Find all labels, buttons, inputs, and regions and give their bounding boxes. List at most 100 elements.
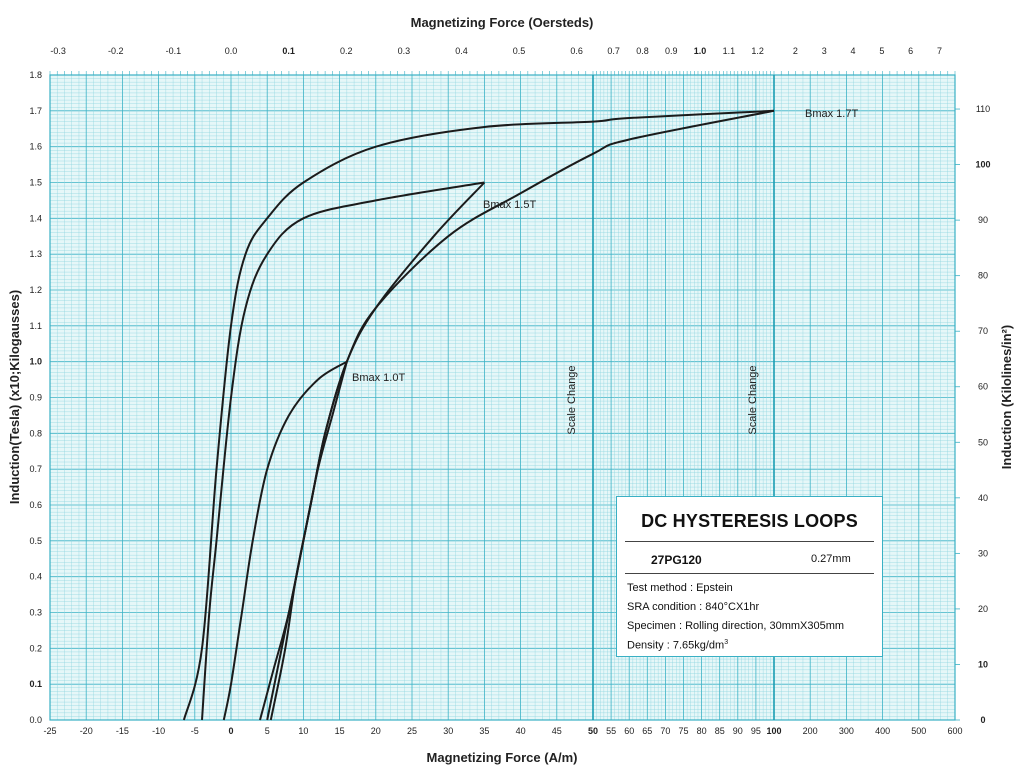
x-tick-label: 85 xyxy=(715,726,725,736)
info-sra-condition: SRA condition : 840°CX1hr xyxy=(627,601,760,613)
x-tick-label: 200 xyxy=(803,726,818,736)
curve-2-upper xyxy=(201,181,485,721)
x-tick-label: 80 xyxy=(697,726,707,736)
x-tick-label: 400 xyxy=(875,726,890,736)
x-top-tick-label: 0.9 xyxy=(665,46,678,56)
y-right-tick-label: 100 xyxy=(975,160,990,170)
y-tick-label: 0.2 xyxy=(29,643,42,653)
x-tick-label: -20 xyxy=(80,726,93,736)
y-axis-title-right: Induction (Kilolines/in²) xyxy=(999,325,1014,469)
x-axis-title: Magnetizing Force (A/m) xyxy=(427,750,578,765)
x-tick-label: 100 xyxy=(766,726,781,736)
x-tick-label: 300 xyxy=(839,726,854,736)
x-tick-label: 70 xyxy=(660,726,670,736)
series-label-3: Bmax 1.0T xyxy=(352,372,405,384)
y-tick-label: 0.4 xyxy=(29,572,42,582)
x-tick-label: 90 xyxy=(733,726,743,736)
y-tick-label: 1.1 xyxy=(29,321,42,331)
info-thickness: 0.27mm xyxy=(811,553,851,565)
y-tick-label: 0.9 xyxy=(29,393,42,403)
x-tick-label: 40 xyxy=(516,726,526,736)
x-tick-label: 600 xyxy=(947,726,962,736)
x-top-tick-label: 7 xyxy=(937,46,942,56)
x-tick-label: 75 xyxy=(678,726,688,736)
y-tick-label: 0.0 xyxy=(29,715,42,725)
annotations: Bmax 1.7T Bmax 1.5T Bmax 1.0T Scale Change S… xyxy=(352,108,858,435)
info-density-text: Density : 7.65kg/dm xyxy=(627,639,725,652)
x-tick-label: -5 xyxy=(191,726,199,736)
x-tick-label: 10 xyxy=(298,726,308,736)
x-top-tick-label: 3 xyxy=(822,46,827,56)
x-top-tick-label: 0.3 xyxy=(398,46,411,56)
x-top-tick-label: 0.1 xyxy=(282,46,295,56)
y-tick-label: 0.5 xyxy=(29,536,42,546)
y-tick-label: 0.7 xyxy=(29,464,42,474)
y-axis-title-left: Induction(Tesla) (x10;Kilogausses) xyxy=(7,290,22,504)
info-test-method: Test method : Epstein xyxy=(627,582,733,594)
x-top-tick-label: -0.3 xyxy=(50,46,66,56)
y-tick-label: 1.2 xyxy=(29,285,42,295)
y-tick-label: 0.6 xyxy=(29,500,42,510)
x-tick-label: 0 xyxy=(228,726,233,736)
curve-1-upper xyxy=(182,109,775,721)
plot-frame xyxy=(49,74,956,721)
y-right-tick-label: 10 xyxy=(978,659,988,669)
x-tick-label: 500 xyxy=(911,726,926,736)
y-tick-label: 0.1 xyxy=(29,679,42,689)
series-label-1: Bmax 1.7T xyxy=(805,108,858,120)
x-top-tick-label: 0.8 xyxy=(636,46,649,56)
x-top-tick-label: 2 xyxy=(793,46,798,56)
x-tick-label: 25 xyxy=(407,726,417,736)
x-top-tick-label: 0.0 xyxy=(225,46,238,56)
scale-change-label: Scale Change xyxy=(566,365,578,434)
y-right-tick-label: 0 xyxy=(980,715,985,725)
x-top-tick-label: 6 xyxy=(908,46,913,56)
y-tick-label: 1.0 xyxy=(29,357,42,367)
y-right-tick-label: 90 xyxy=(978,215,988,225)
y-tick-label: 1.7 xyxy=(29,106,42,116)
info-grade: 27PG120 xyxy=(651,553,702,567)
y-tick-label: 1.5 xyxy=(29,178,42,188)
x-tick-label: 95 xyxy=(751,726,761,736)
x-tick-label: 35 xyxy=(479,726,489,736)
y-right-tick-label: 40 xyxy=(978,493,988,503)
info-box: DC HYSTERESIS LOOPS 27PG120 0.27mm Test … xyxy=(616,496,883,657)
x-tick-label: -15 xyxy=(116,726,129,736)
y-right-tick-label: 70 xyxy=(978,326,988,336)
x-tick-label: 15 xyxy=(335,726,345,736)
x-tick-label: 55 xyxy=(606,726,616,736)
y-tick-label: 1.3 xyxy=(29,249,42,259)
y-right-tick-label: 60 xyxy=(978,382,988,392)
x-top-tick-label: -0.1 xyxy=(166,46,182,56)
x-top-tick-label: 4 xyxy=(851,46,856,56)
y-tick-label: 1.8 xyxy=(29,70,42,80)
x-tick-label: -10 xyxy=(152,726,165,736)
info-title: DC HYSTERESIS LOOPS xyxy=(641,511,858,531)
y-right-tick-label: 110 xyxy=(976,104,990,114)
x-tick-label: -25 xyxy=(43,726,56,736)
x-top-tick-label: -0.2 xyxy=(108,46,124,56)
x-tick-label: 60 xyxy=(624,726,634,736)
info-density: Density : 7.65kg/dm3 xyxy=(627,639,728,652)
x-tick-label: 5 xyxy=(265,726,270,736)
chart-title: Magnetizing Force (Oersteds) xyxy=(411,15,594,30)
y-tick-label: 0.3 xyxy=(29,608,42,618)
x-tick-label: 65 xyxy=(642,726,652,736)
x-tick-label: 50 xyxy=(588,726,598,736)
y-tick-label: 1.6 xyxy=(29,142,42,152)
x-top-tick-label: 1.2 xyxy=(751,46,764,56)
x-top-tick-label: 0.5 xyxy=(513,46,526,56)
x-top-tick-label: 1.1 xyxy=(723,46,736,56)
tick-labels: -25 -20 -15 -10 -5 0 5 10 15 20 25 30 35 40 45 50 55 60 65… xyxy=(29,46,990,736)
x-top-tick-label: 1.0 xyxy=(694,46,707,56)
y-right-tick-label: 80 xyxy=(978,271,988,281)
y-tick-label: 0.8 xyxy=(29,428,42,438)
info-rule-top xyxy=(625,541,874,542)
x-top-tick-label: 0.7 xyxy=(607,46,620,56)
axis-titles: Magnetizing Force (Oersteds) Magnetizing … xyxy=(7,15,1014,765)
series-label-2: Bmax 1.5T xyxy=(483,199,536,211)
y-tick-label: 1.4 xyxy=(29,213,42,223)
x-tick-label: 20 xyxy=(371,726,381,736)
y-right-tick-label: 20 xyxy=(978,604,988,614)
